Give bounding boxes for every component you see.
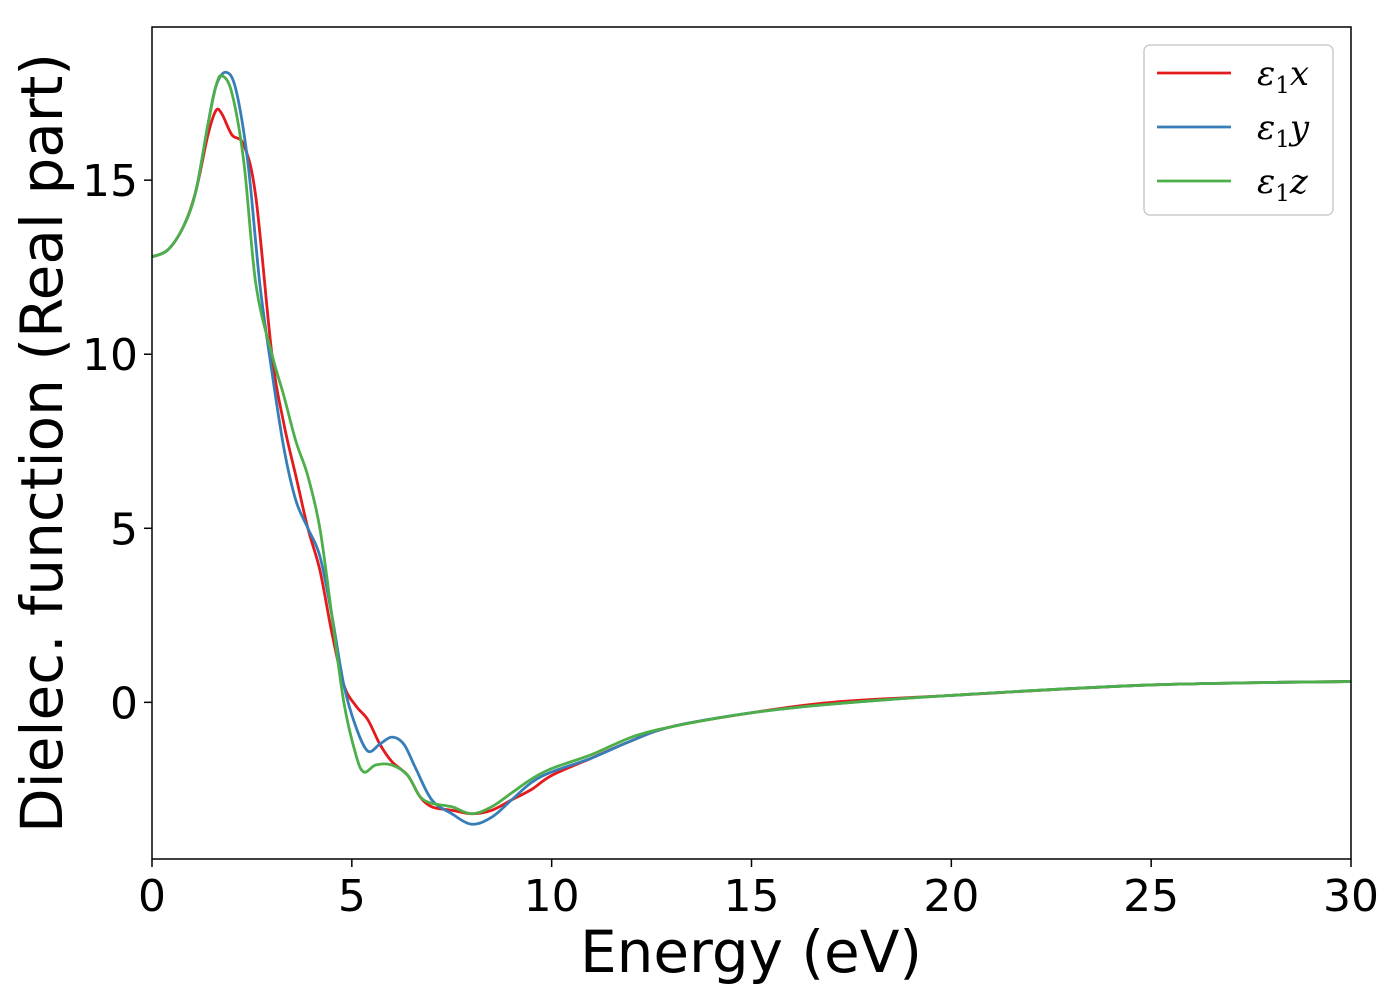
- x-axis: 0 5 10 15 20 25 30: [138, 859, 1379, 922]
- legend: ε1x ε1y ε1z: [1143, 44, 1334, 216]
- series-layer: [152, 70, 1351, 826]
- x-tick-label: 0: [138, 871, 166, 922]
- y-tick-label: 15: [82, 156, 138, 207]
- x-axis-title: Energy (eV): [580, 918, 922, 986]
- legend-label-y: ε1y: [1257, 108, 1310, 153]
- y-tick-label: 10: [82, 330, 138, 381]
- legend-label-x: ε1x: [1257, 54, 1309, 99]
- x-tick-label: 30: [1323, 871, 1379, 922]
- x-tick-label: 15: [724, 871, 780, 922]
- y-axis: 0 5 10 15: [82, 156, 152, 729]
- y-tick-label: 0: [110, 678, 138, 729]
- x-tick-label: 5: [338, 871, 366, 922]
- y-tick-label: 5: [110, 504, 138, 555]
- x-tick-label: 25: [1123, 871, 1179, 922]
- x-tick-label: 10: [524, 871, 580, 922]
- x-tick-label: 20: [923, 871, 979, 922]
- legend-box: [1143, 44, 1334, 216]
- series-line-z: [152, 74, 1351, 816]
- legend-label-z: ε1z: [1257, 162, 1309, 207]
- y-axis-title: Dielec. function (Real part): [8, 53, 76, 833]
